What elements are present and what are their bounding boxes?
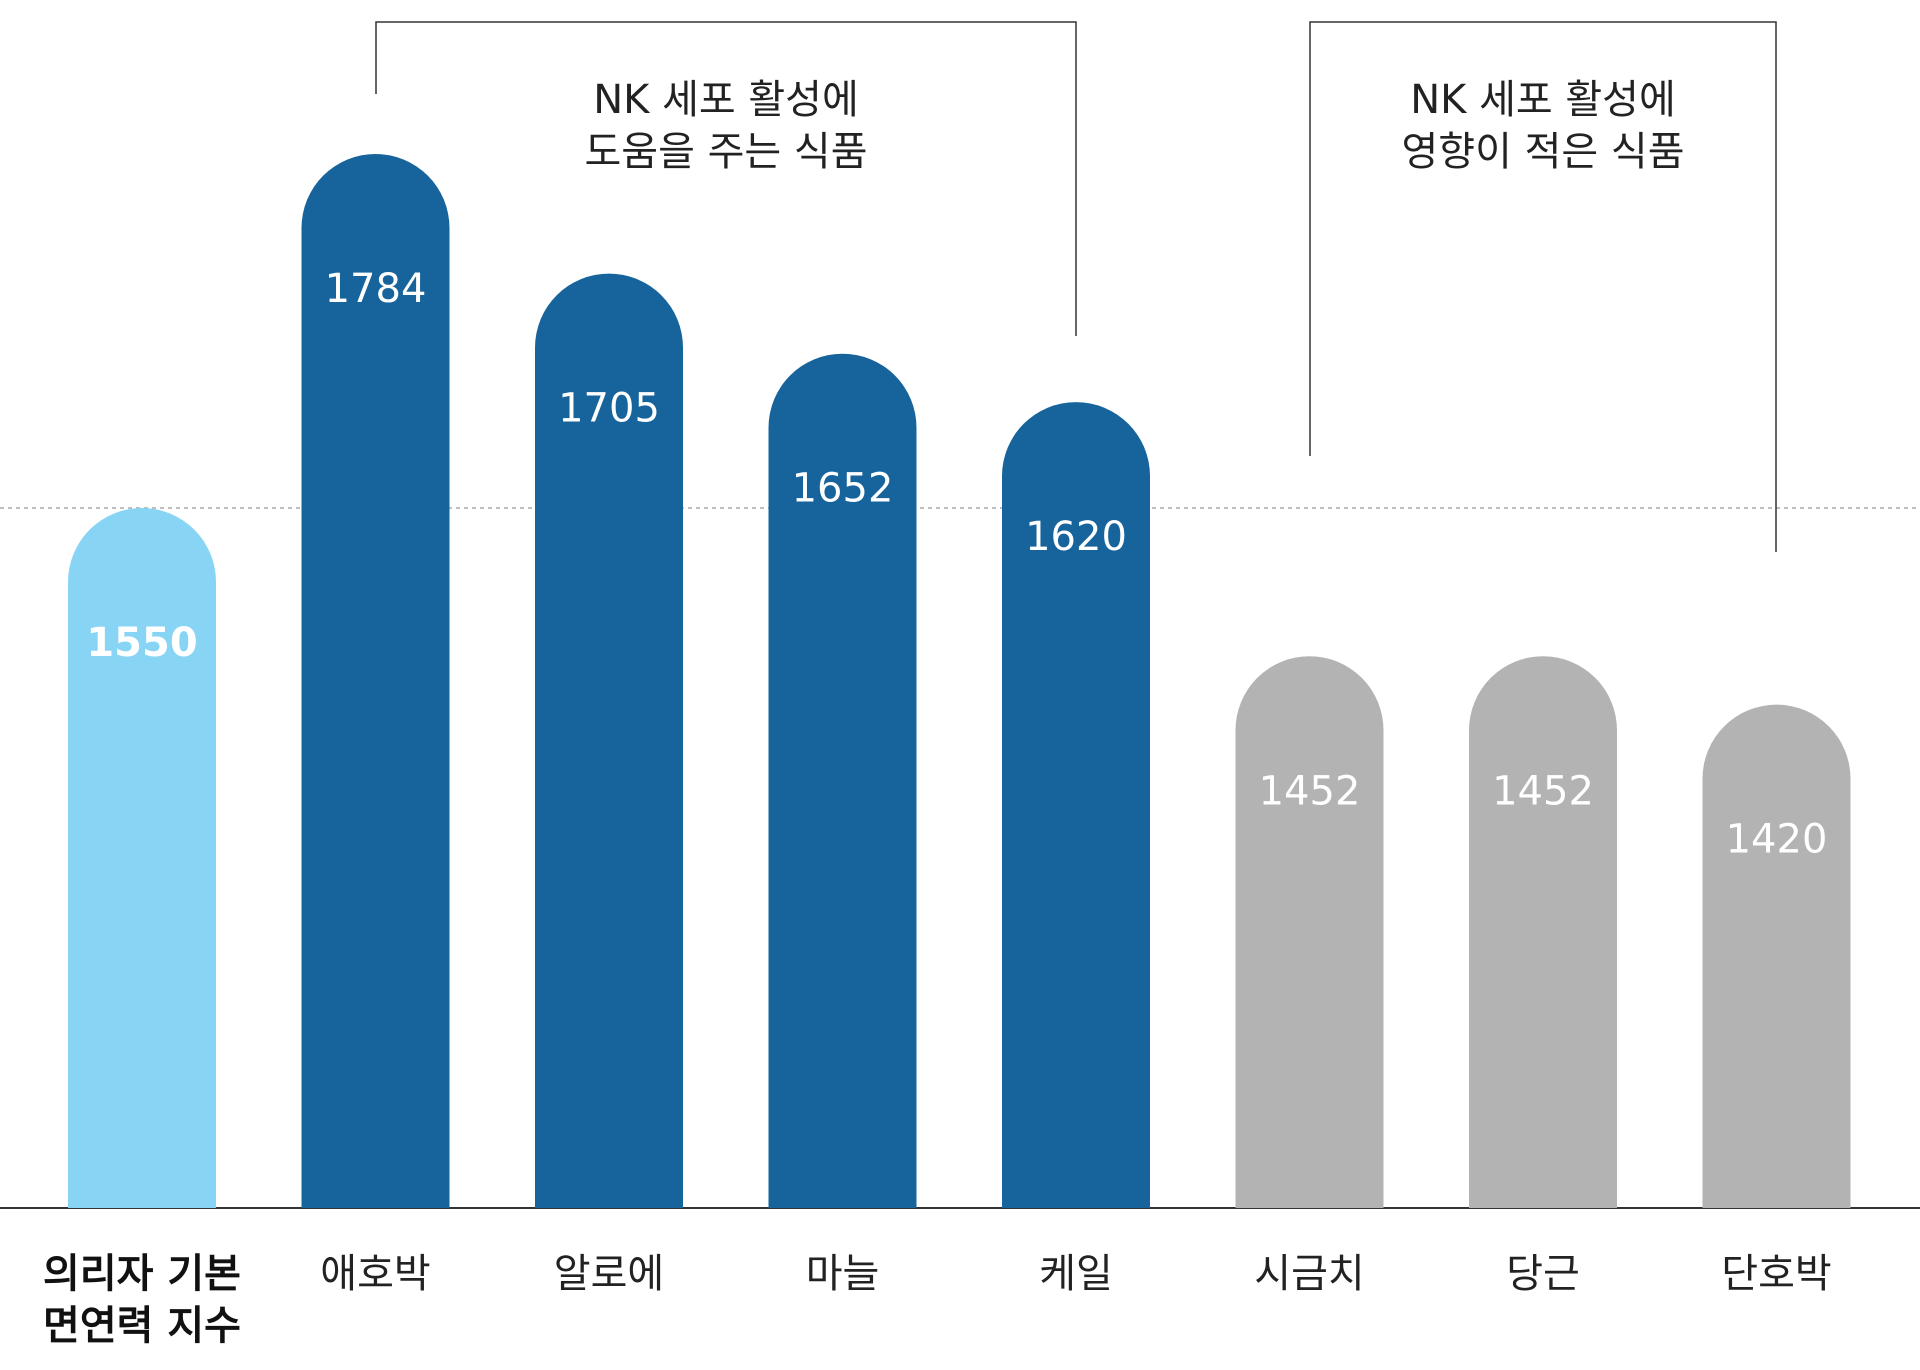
bar-value-label: 1784 <box>325 266 427 312</box>
bar <box>301 154 450 1208</box>
bar-value-label: 1452 <box>1259 768 1361 814</box>
bar-value-label: 1550 <box>86 620 197 666</box>
category-label: 마늘 <box>806 1251 880 1297</box>
bar-value-label: 1652 <box>792 466 894 512</box>
bar <box>1002 402 1150 1208</box>
category-label: 당근 <box>1506 1251 1580 1297</box>
bar <box>68 508 216 1208</box>
group-bracket <box>1309 21 1777 552</box>
bar-value-label: 1420 <box>1726 817 1828 863</box>
group-bracket <box>375 21 1077 336</box>
bar <box>535 273 683 1208</box>
group-label: NK 세포 활성에 <box>1410 77 1676 123</box>
bar <box>1702 704 1851 1208</box>
bar-value-label: 1452 <box>1492 768 1594 814</box>
category-label: 애호박 <box>320 1251 430 1297</box>
category-label: 의리자 기본 <box>43 1251 241 1297</box>
bar <box>1469 656 1617 1208</box>
category-label: 알로에 <box>554 1251 664 1297</box>
category-label: 시금치 <box>1254 1251 1364 1297</box>
group-label: NK 세포 활성에 <box>593 77 859 123</box>
group-label: 도움을 주는 식품 <box>584 129 867 175</box>
bar-value-label: 1705 <box>558 386 660 432</box>
category-label: 단호박 <box>1721 1251 1831 1297</box>
category-label: 케일 <box>1039 1251 1113 1297</box>
bar <box>1235 656 1384 1208</box>
bar <box>768 353 917 1208</box>
group-label: 영향이 적은 식품 <box>1401 129 1684 175</box>
category-label: 면연력 지수 <box>43 1303 241 1349</box>
bar-value-label: 1620 <box>1025 514 1127 560</box>
